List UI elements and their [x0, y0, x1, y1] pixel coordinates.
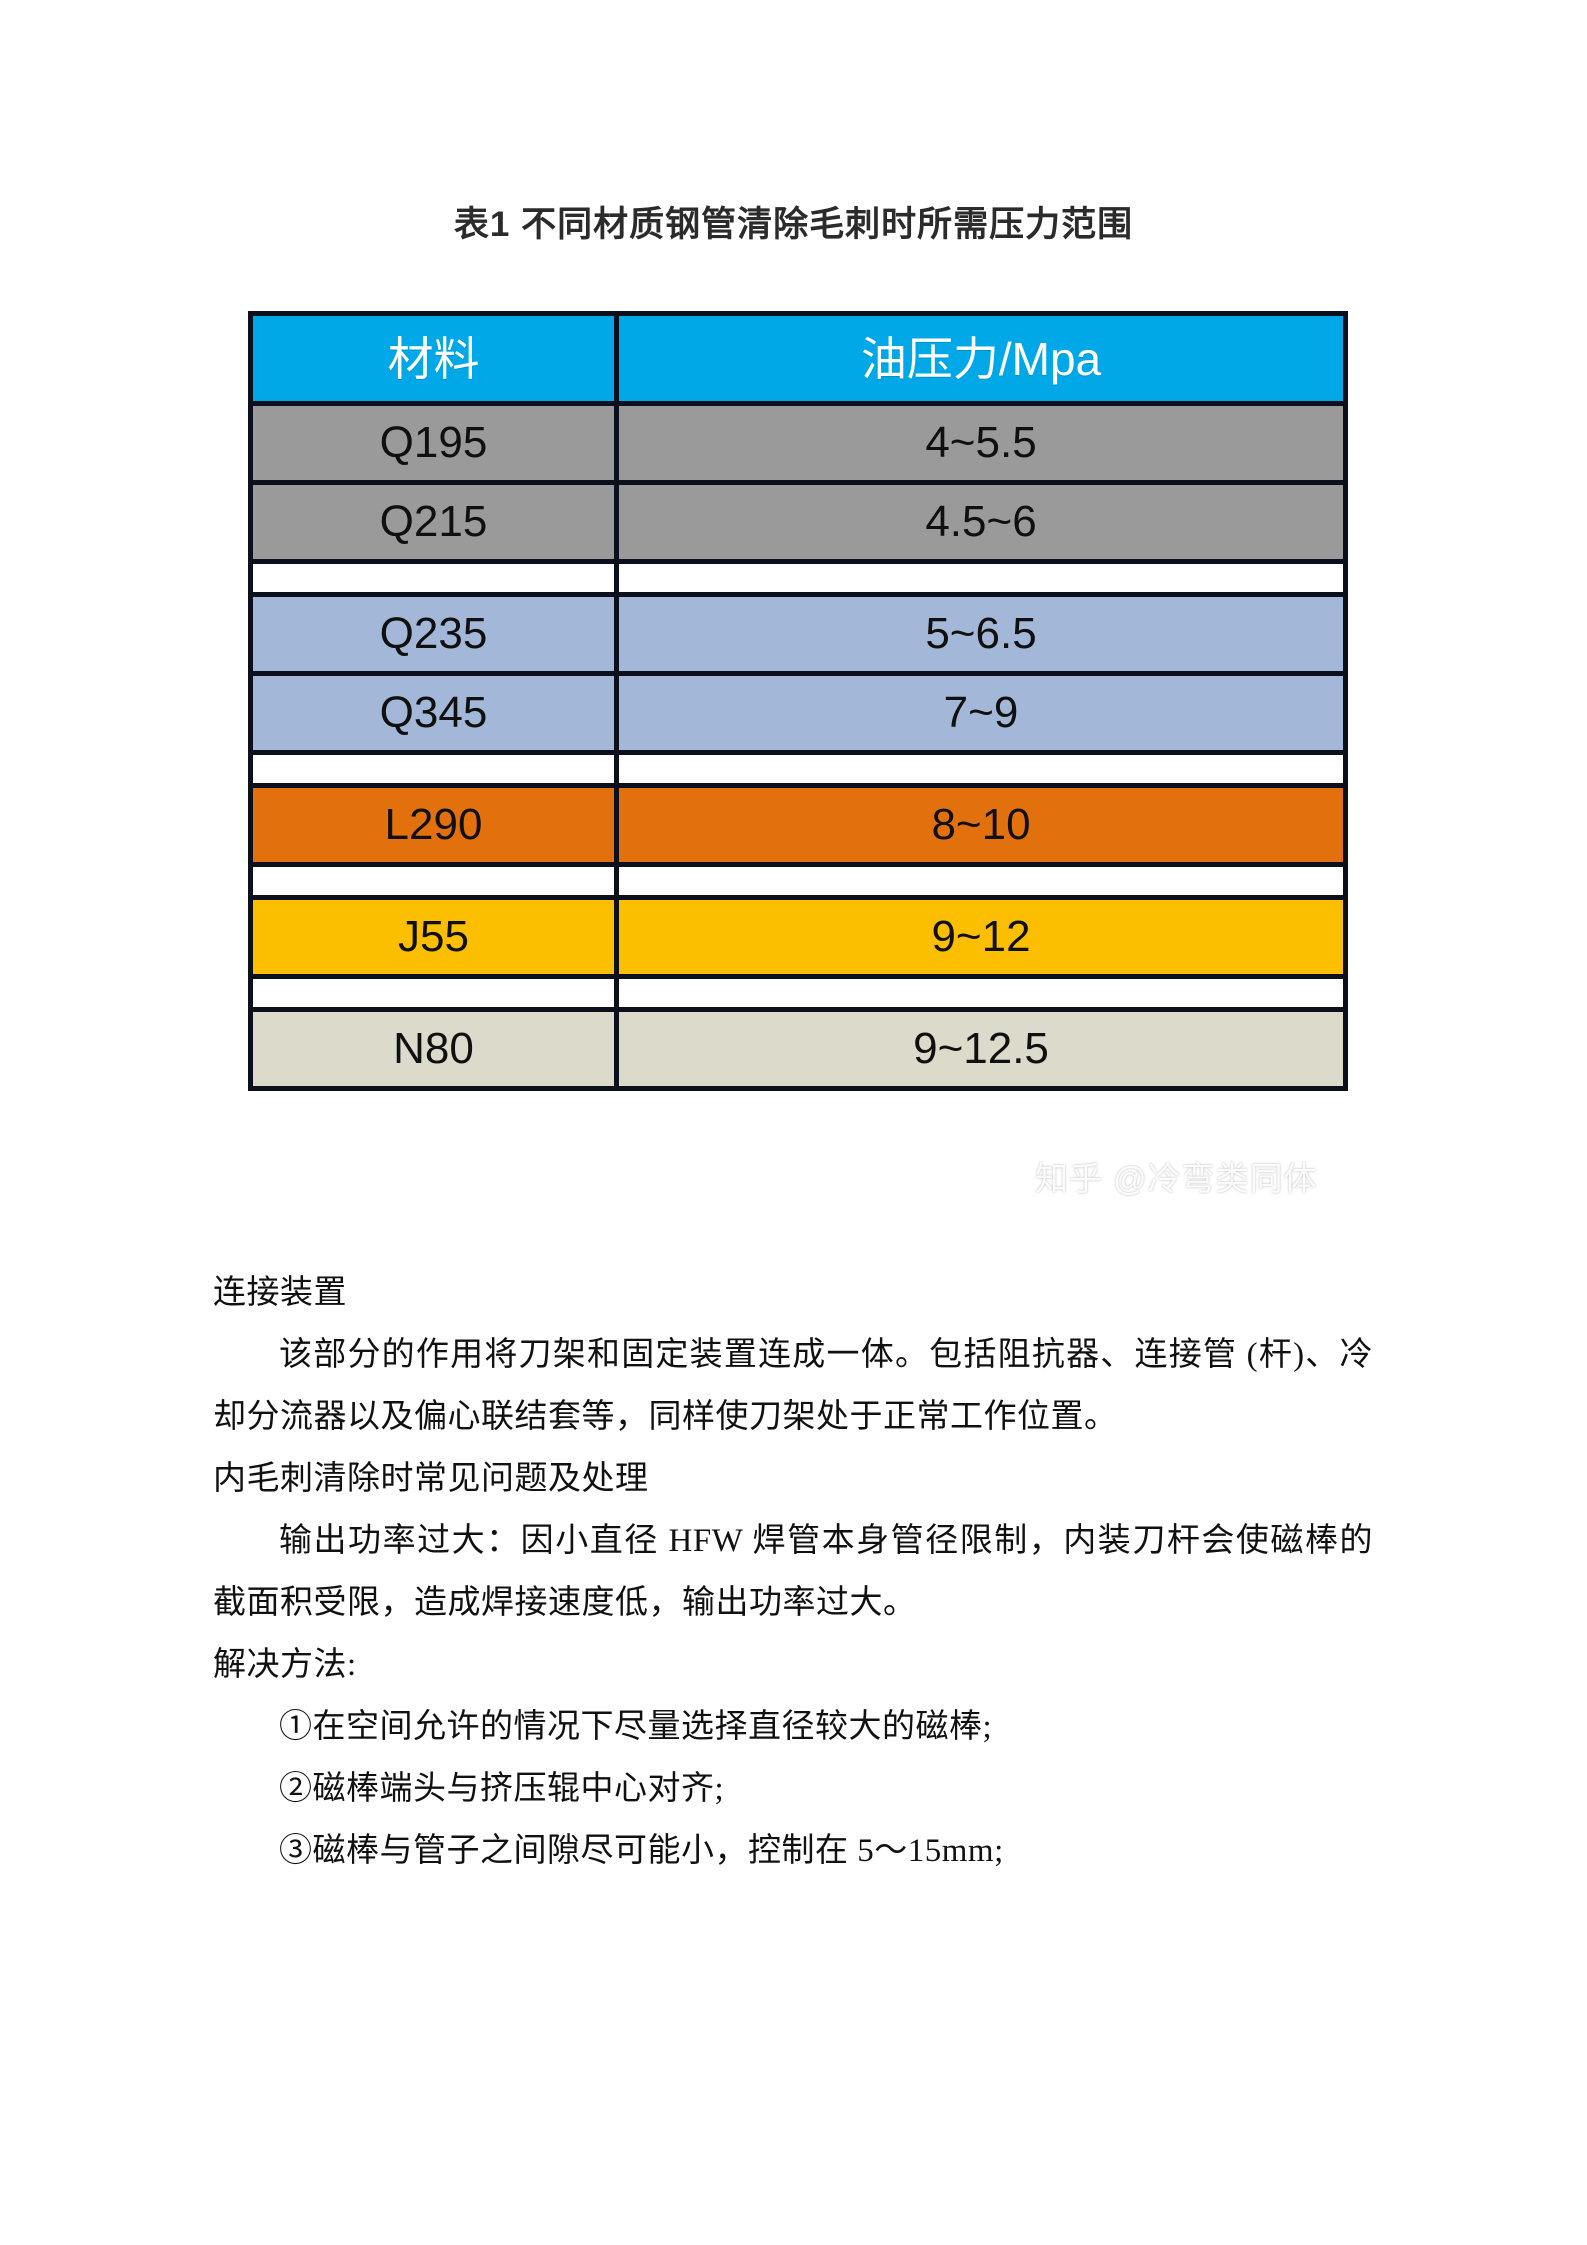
spacer-cell [614, 862, 1348, 900]
section-heading-common-problems: 内毛刺清除时常见问题及处理 [213, 1461, 649, 1497]
cell-pressure: 9~12.5 [614, 1007, 1348, 1091]
table-header-row: 材料 油压力/Mpa [248, 311, 1348, 406]
cell-material: L290 [248, 783, 619, 867]
column-header-material: 材料 [248, 311, 619, 406]
section-heading-connection-device: 连接装置 [213, 1275, 347, 1311]
spacer-cell [248, 559, 619, 597]
cell-pressure: 8~10 [614, 783, 1348, 867]
table-row: Q345 7~9 [248, 671, 1348, 755]
section-paragraph-common-problems: 输出功率过大：因小直径 HFW 焊管本身管径限制，内装刀杆会使磁棒的截面积受限，… [213, 1523, 1373, 1621]
cell-material: Q345 [248, 671, 619, 755]
cell-pressure: 5~6.5 [614, 592, 1348, 676]
cell-material: Q215 [248, 480, 619, 564]
table-spacer-row [248, 559, 1348, 597]
spacer-cell [248, 750, 619, 788]
solution-item: ①在空间允许的情况下尽量选择直径较大的磁棒; [279, 1709, 993, 1745]
article-body: 连接装置 该部分的作用将刀架和固定装置连成一体。包括阻抗器、连接管 (杆)、冷却… [213, 1262, 1373, 1882]
solution-item: ③磁棒与管子之间隙尽可能小，控制在 5～15mm; [279, 1833, 1004, 1869]
cell-pressure: 9~12 [614, 895, 1348, 979]
table-row: Q195 4~5.5 [248, 401, 1348, 485]
table-caption: 表1 不同材质钢管清除毛刺时所需压力范围 [453, 205, 1134, 244]
table-row: J55 9~12 [248, 895, 1348, 979]
cell-material: Q195 [248, 401, 619, 485]
table-row: N80 9~12.5 [248, 1007, 1348, 1091]
cell-pressure: 4.5~6 [614, 480, 1348, 564]
table-row: Q235 5~6.5 [248, 592, 1348, 676]
table-spacer-row [248, 862, 1348, 900]
cell-pressure: 4~5.5 [614, 401, 1348, 485]
table-spacer-row [248, 974, 1348, 1012]
zhihu-watermark: 知乎 @冷弯类同体 [1035, 1160, 1318, 1197]
cell-material: Q235 [248, 592, 619, 676]
solution-item: ②磁棒端头与挤压辊中心对齐; [279, 1771, 725, 1807]
section-heading-solutions: 解决方法: [213, 1647, 357, 1683]
pressure-table: 材料 油压力/Mpa Q195 4~5.5 Q215 4.5~6 [248, 311, 1348, 1091]
spacer-cell [614, 559, 1348, 597]
pressure-table-wrapper: 材料 油压力/Mpa Q195 4~5.5 Q215 4.5~6 [248, 311, 1348, 1091]
table-body: Q195 4~5.5 Q215 4.5~6 Q235 5~6.5 Q345 [248, 401, 1348, 1091]
spacer-cell [614, 974, 1348, 1012]
cell-material: J55 [248, 895, 619, 979]
table-header: 材料 油压力/Mpa [248, 311, 1348, 406]
section-paragraph-connection-device: 该部分的作用将刀架和固定装置连成一体。包括阻抗器、连接管 (杆)、冷却分流器以及… [213, 1337, 1373, 1435]
cell-material: N80 [248, 1007, 619, 1091]
table-row: Q215 4.5~6 [248, 480, 1348, 564]
spacer-cell [614, 750, 1348, 788]
cell-pressure: 7~9 [614, 671, 1348, 755]
spacer-cell [248, 974, 619, 1012]
column-header-pressure: 油压力/Mpa [614, 311, 1348, 406]
table-spacer-row [248, 750, 1348, 788]
table-row: L290 8~10 [248, 783, 1348, 867]
spacer-cell [248, 862, 619, 900]
